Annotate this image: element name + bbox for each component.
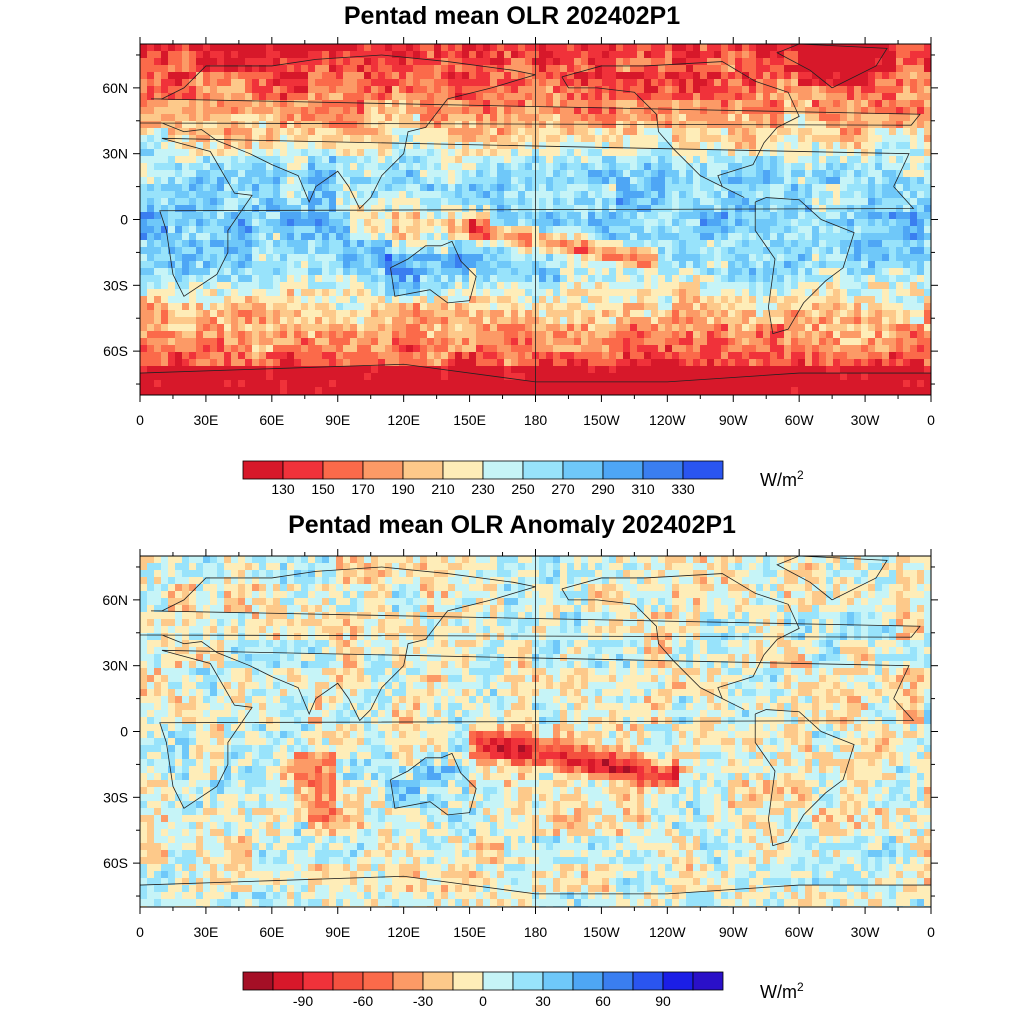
colorbar-swatch: [242, 971, 274, 991]
lon-tick-label: 30E: [193, 412, 218, 428]
anomaly-field: [140, 556, 931, 907]
lon-tick-label: 150E: [453, 412, 486, 428]
colorbar-swatch: [572, 971, 604, 991]
olr-mean-map: 60N 30N 0 30S 60S 0 30E 60E 90E 120E 150E 180 150W 12…: [102, 37, 938, 497]
colorbar-swatch: [512, 971, 544, 991]
top-map-title: Pentad mean OLR 202402P1: [343, 2, 681, 30]
colorbar-swatch: [682, 460, 724, 480]
lat-tick-label: 60S: [103, 343, 128, 359]
colorbar: 130 150 170 190 210 230 250 270 290 310 330: [242, 460, 724, 497]
lon-tick-label: 0: [136, 924, 144, 940]
lat-tick-label: 60N: [102, 592, 128, 608]
lon-tick-label: 120E: [387, 412, 420, 428]
colorbar-swatch: [392, 971, 424, 991]
colorbar-label: -30: [413, 993, 433, 1009]
lat-tick-label: 0: [120, 724, 128, 740]
colorbar-label: 30: [535, 993, 551, 1009]
lon-tick-label: 180: [524, 924, 548, 940]
colorbar-label: 270: [551, 481, 575, 497]
colorbar: -90 -60 -30 0 30 60 90: [242, 971, 724, 1009]
colorbar-label: 250: [511, 481, 535, 497]
colorbar-label: -90: [293, 993, 313, 1009]
bottom-colorbar-units: W/m2: [760, 980, 804, 1002]
bottom-map-title: Pentad mean OLR Anomaly 202402P1: [288, 511, 736, 539]
lon-tick-label: 0: [927, 412, 935, 428]
lon-tick-label: 120W: [649, 412, 686, 428]
colorbar-swatch: [542, 971, 574, 991]
colorbar-label: 170: [351, 481, 375, 497]
lon-tick-label: 180: [524, 412, 548, 428]
lon-tick-label: 0: [927, 924, 935, 940]
colorbar-label: 210: [431, 481, 455, 497]
colorbar-label: 310: [631, 481, 655, 497]
coastlines: [139, 555, 931, 907]
lon-tick-label: 150W: [583, 412, 620, 428]
lon-tick-label: 90E: [325, 924, 350, 940]
lat-tick-label: 30S: [103, 789, 128, 805]
lat-tick-label: 0: [120, 212, 128, 228]
colorbar-swatch: [272, 971, 304, 991]
colorbar-label: 230: [471, 481, 495, 497]
colorbar-label: 60: [595, 993, 611, 1009]
colorbar-label: 0: [479, 993, 487, 1009]
lon-tick-label: 0: [136, 412, 144, 428]
colorbar-swatch: [482, 971, 514, 991]
lat-tick-label: 60S: [103, 855, 128, 871]
colorbar-label: 290: [591, 481, 615, 497]
lon-tick-label: 120W: [649, 924, 686, 940]
colorbar-swatch: [632, 971, 664, 991]
colorbar-swatch: [332, 971, 364, 991]
colorbar-label: 330: [671, 481, 695, 497]
lon-tick-label: 90W: [719, 924, 749, 940]
top-colorbar-units: W/m2: [760, 468, 804, 490]
colorbar-label: -60: [353, 993, 373, 1009]
lon-tick-label: 30W: [851, 924, 881, 940]
lat-tick-label: 60N: [102, 80, 128, 96]
colorbar-swatch: [662, 971, 694, 991]
lon-tick-label: 150E: [453, 924, 486, 940]
colorbar-swatch: [692, 971, 724, 991]
lon-tick-label: 150W: [583, 924, 620, 940]
lon-tick-label: 60W: [785, 924, 815, 940]
lon-tick-label: 120E: [387, 924, 420, 940]
lon-tick-label: 90W: [719, 412, 749, 428]
lat-tick-label: 30N: [102, 146, 128, 162]
colorbar-swatch: [452, 971, 484, 991]
lon-tick-label: 30W: [851, 412, 881, 428]
colorbar-label: 90: [655, 993, 671, 1009]
colorbar-swatch: [302, 971, 334, 991]
colorbar-label: 130: [271, 481, 295, 497]
colorbar-swatch: [602, 971, 634, 991]
colorbar-label: 190: [391, 481, 415, 497]
colorbar-swatch: [422, 971, 454, 991]
lon-tick-label: 90E: [325, 412, 350, 428]
lon-tick-label: 60E: [259, 924, 284, 940]
lon-tick-label: 30E: [193, 924, 218, 940]
lon-tick-label: 60W: [785, 412, 815, 428]
lat-tick-label: 30N: [102, 658, 128, 674]
colorbar-swatch: [362, 971, 394, 991]
antarctica-coast: [139, 875, 931, 895]
antarctica-coast: [139, 363, 931, 383]
lat-tick-label: 30S: [103, 277, 128, 293]
lon-tick-label: 60E: [259, 412, 284, 428]
colorbar-label: 150: [311, 481, 335, 497]
coastlines: [139, 43, 931, 395]
